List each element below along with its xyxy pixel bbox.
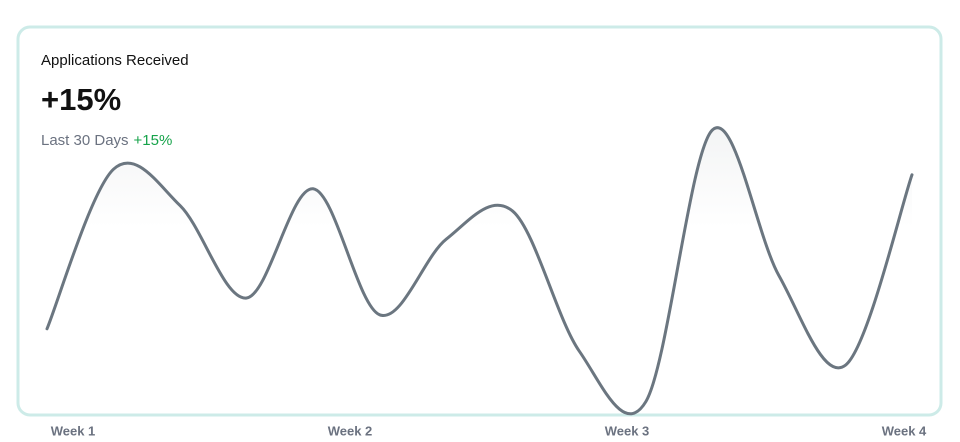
- x-label: Week 1: [51, 423, 96, 438]
- x-label: Week 3: [605, 423, 650, 438]
- headline-value: +15%: [41, 82, 121, 117]
- plot: [45, 126, 914, 416]
- period-label: Last 30 Days: [41, 132, 129, 149]
- period-change: +15%: [134, 132, 173, 149]
- x-label: Week 4: [882, 423, 927, 438]
- line: [45, 126, 914, 416]
- card-title: Applications Received: [41, 52, 189, 69]
- x-label: Week 2: [328, 423, 373, 438]
- line-area: [47, 127, 912, 414]
- period: Last 30 Days +15%: [41, 132, 172, 149]
